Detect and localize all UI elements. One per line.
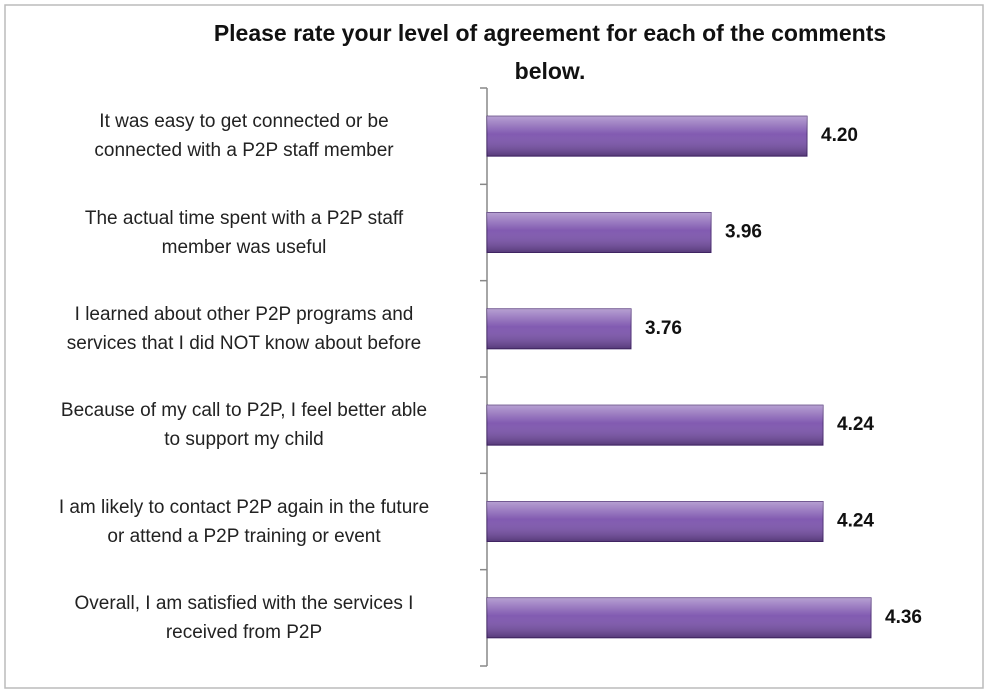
- bar-shine: [487, 597, 871, 638]
- bar-shine: [487, 116, 807, 157]
- value-label: 4.36: [885, 607, 922, 628]
- chart-title: Please rate your level of agreement for …: [213, 20, 887, 84]
- category-label: I learned about other P2P programs and s…: [66, 303, 422, 354]
- value-label: 4.20: [821, 125, 858, 146]
- bar-shine: [487, 501, 823, 542]
- chart-border: [4, 4, 984, 689]
- bar-shine: [487, 405, 823, 446]
- value-label: 3.96: [725, 222, 762, 243]
- category-label: It was easy to get connected or be conne…: [94, 111, 394, 162]
- category-label: Because of my call to P2P, I feel better…: [60, 400, 428, 451]
- value-label: 3.76: [645, 318, 682, 339]
- category-label: Overall, I am satisfied with the service…: [74, 592, 414, 643]
- bar-shine: [487, 212, 711, 253]
- bar-shine: [487, 308, 631, 349]
- category-label: The actual time spent with a P2P staff m…: [84, 207, 404, 258]
- value-label: 4.24: [837, 511, 874, 532]
- category-label: I am likely to contact P2P again in the …: [58, 496, 430, 547]
- value-label: 4.24: [837, 414, 874, 435]
